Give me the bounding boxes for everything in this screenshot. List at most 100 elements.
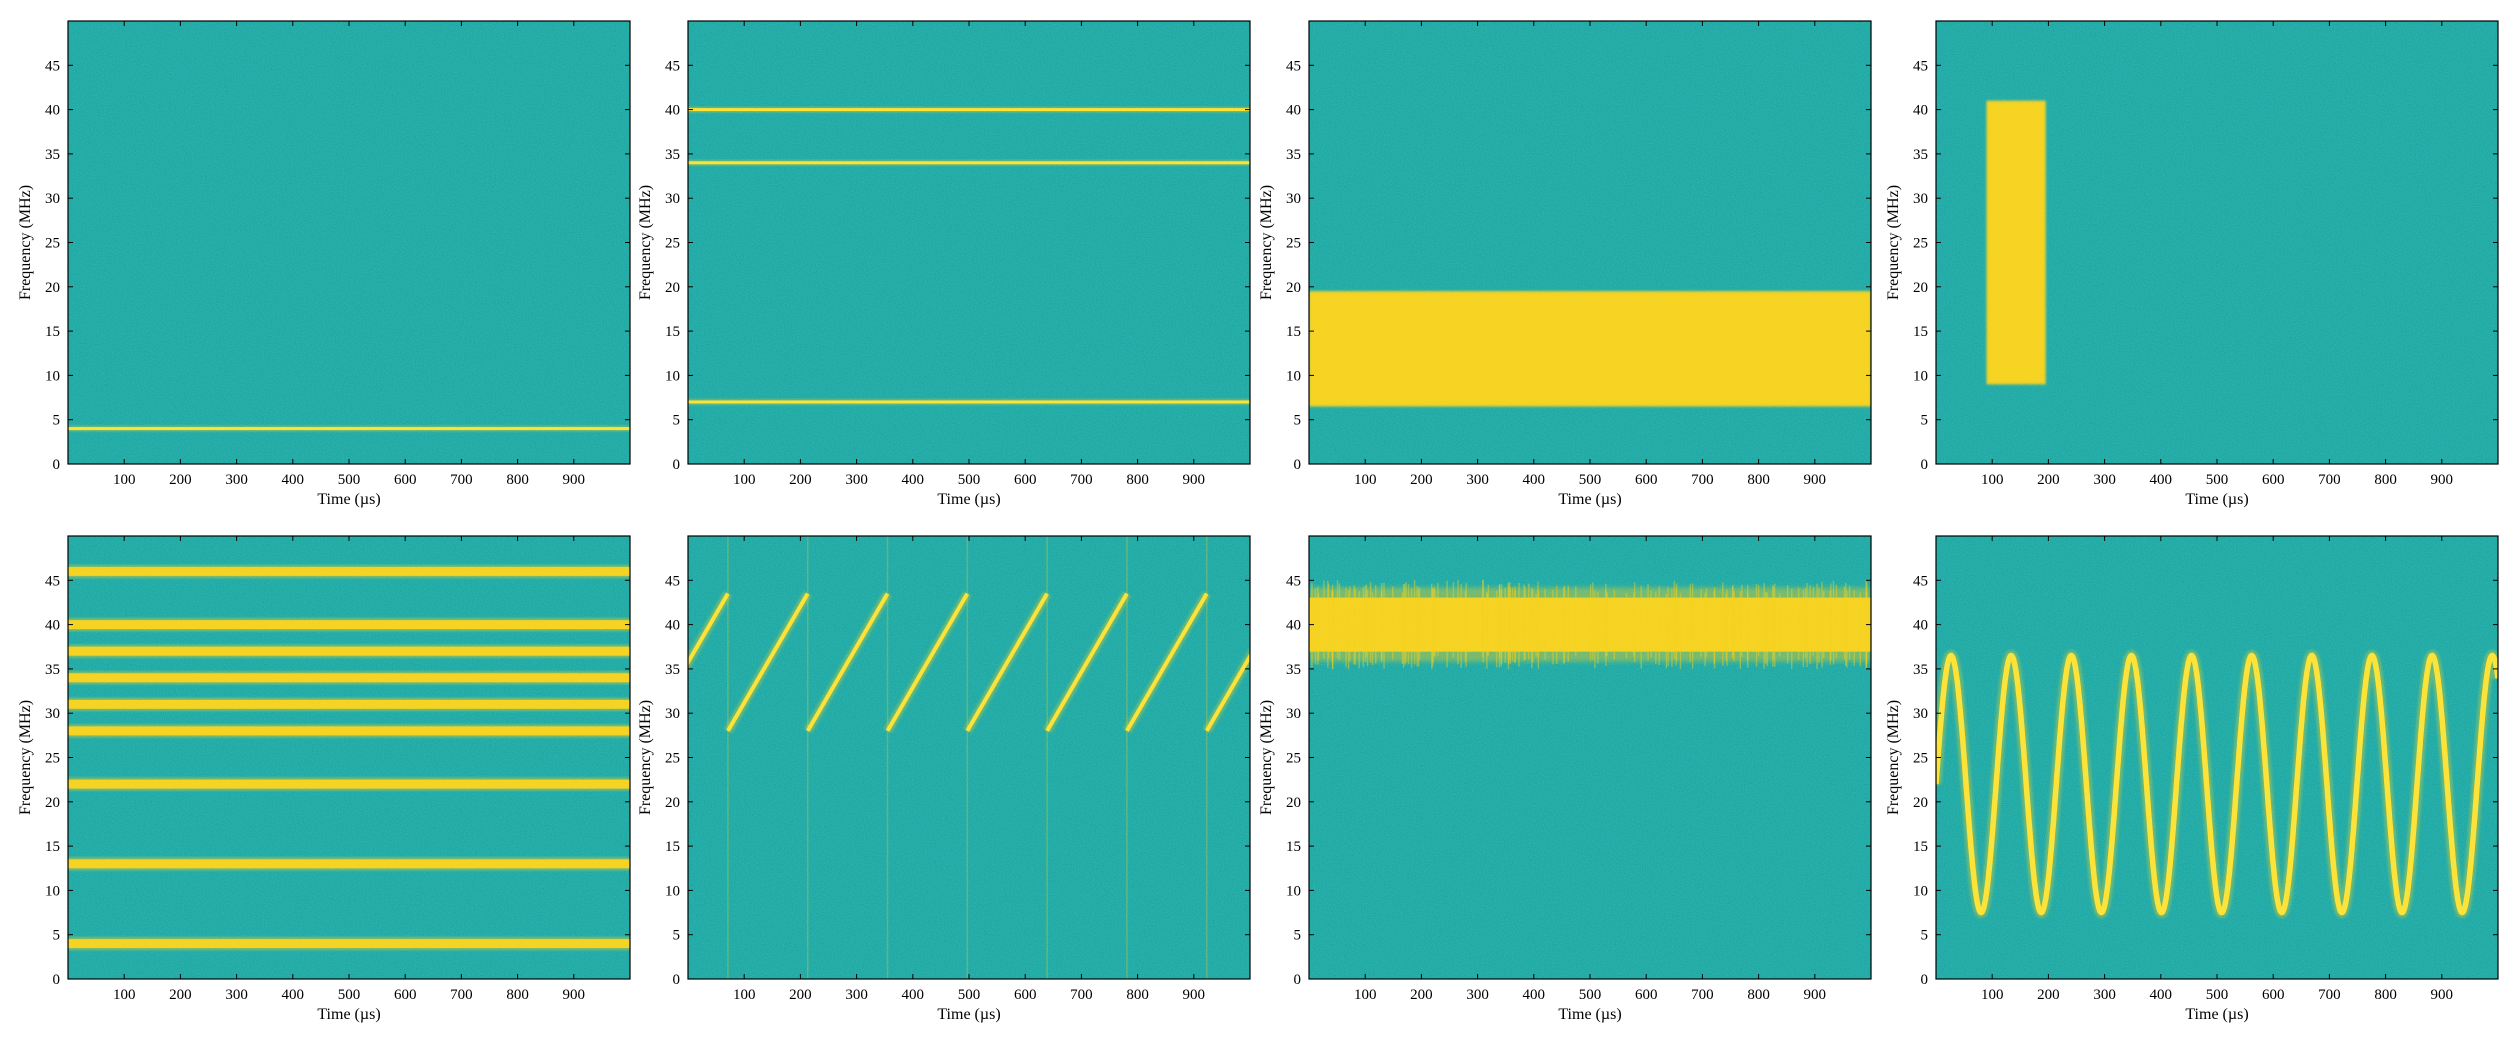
x-tick-label: 600: [1014, 987, 1037, 1003]
y-tick-label: 25: [1286, 236, 1301, 252]
y-tick-label: 40: [45, 618, 60, 634]
x-tick-label: 900: [2431, 987, 2454, 1003]
y-tick-label: 30: [1913, 706, 1928, 722]
x-tick-label: 100: [1354, 987, 1377, 1003]
x-tick-label: 400: [1523, 987, 1546, 1003]
x-tick-label: 400: [902, 472, 925, 488]
y-tick-label: 20: [45, 280, 60, 296]
spectrogram-panel-row1-col3: 100 200 300 400 500 600 700 800 900 0 5 10 15 20 25 30 3…: [1258, 20, 1872, 508]
y-tick-label: 25: [45, 751, 60, 767]
x-tick-label: 700: [1691, 987, 1714, 1003]
y-tick-label: 35: [1286, 147, 1301, 163]
y-tick-label: 40: [1913, 618, 1928, 634]
x-tick-label: 400: [282, 472, 305, 488]
signal-sawtooth-chirp-0-segment: [1204, 652, 1250, 732]
y-tick-label: 25: [1286, 751, 1301, 767]
x-axis-label: Time (µs): [317, 1006, 380, 1023]
plot-area: [68, 21, 630, 464]
y-tick-label: 15: [1286, 324, 1301, 340]
x-tick-label: 300: [845, 987, 868, 1003]
plot-area: [1309, 21, 1871, 464]
y-tick-label: 0: [53, 457, 61, 473]
signal-tone-8-texture: [68, 939, 630, 948]
y-tick-label: 20: [1286, 795, 1301, 811]
x-tick-label: 500: [1579, 472, 1602, 488]
x-axis-label: Time (µs): [2185, 491, 2248, 508]
signal-tone-2: [688, 400, 1250, 404]
y-tick-label: 10: [1286, 883, 1301, 899]
y-tick-label: 20: [665, 280, 680, 296]
y-tick-label: 5: [673, 413, 681, 429]
x-tick-label: 900: [563, 472, 586, 488]
y-tick-label: 15: [1286, 839, 1301, 855]
x-tick-label: 500: [2206, 987, 2229, 1003]
x-tick-label: 900: [1183, 987, 1206, 1003]
signal-sawtooth-chirp-0-segment: [805, 592, 890, 732]
x-tick-label: 500: [1579, 987, 1602, 1003]
x-tick-label: 100: [113, 987, 136, 1003]
y-tick-label: 40: [1913, 103, 1928, 119]
spectrogram-panel-row2-col4: 100 200 300 400 500 600 700 800 900 0 5 10 15 20 25 30 3…: [1885, 535, 2499, 1023]
y-tick-label: 0: [53, 972, 61, 988]
y-tick-label: 20: [1286, 280, 1301, 296]
x-tick-label: 400: [282, 987, 305, 1003]
y-tick-label: 45: [665, 58, 680, 74]
spectrogram-panel-row1-col2: 100 200 300 400 500 600 700 800 900 0 5 10 15 20 25 30 3…: [637, 20, 1251, 508]
plot-area: [688, 536, 1250, 979]
signal-sawtooth-chirp-0-segment: [1045, 592, 1129, 732]
y-tick-label: 30: [1286, 706, 1301, 722]
spectrogram-panel-row2-col1: 100 200 300 400 500 600 700 800 900 0 5 10 15 20 25 30 3…: [17, 535, 631, 1023]
y-tick-label: 10: [45, 368, 60, 384]
y-tick-label: 45: [45, 573, 60, 589]
signal-tone-0-texture: [68, 567, 630, 576]
x-tick-label: 800: [2374, 472, 2397, 488]
y-tick-label: 10: [45, 883, 60, 899]
y-tick-label: 35: [665, 147, 680, 163]
x-tick-label: 400: [2150, 987, 2173, 1003]
x-tick-label: 600: [394, 472, 417, 488]
y-tick-label: 5: [673, 928, 681, 944]
y-tick-label: 35: [45, 662, 60, 678]
y-tick-label: 10: [665, 368, 680, 384]
y-axis-label: Frequency (MHz): [1885, 185, 1902, 300]
x-tick-label: 100: [1354, 472, 1377, 488]
y-tick-label: 10: [1286, 368, 1301, 384]
x-tick-label: 600: [1635, 472, 1658, 488]
x-tick-label: 300: [1466, 472, 1489, 488]
x-axis-label: Time (µs): [937, 491, 1000, 508]
x-tick-label: 500: [958, 472, 981, 488]
y-tick-label: 30: [665, 706, 680, 722]
noise-texture: [688, 536, 1250, 979]
x-tick-label: 200: [169, 987, 192, 1003]
x-tick-label: 100: [733, 472, 756, 488]
y-tick-label: 25: [45, 236, 60, 252]
x-tick-label: 400: [2150, 472, 2173, 488]
x-tick-label: 700: [2318, 987, 2341, 1003]
y-tick-label: 15: [45, 839, 60, 855]
x-tick-label: 200: [789, 987, 812, 1003]
signal-sawtooth-chirp-0-segment: [965, 592, 1049, 732]
x-tick-label: 700: [1070, 472, 1093, 488]
y-tick-label: 35: [1286, 662, 1301, 678]
y-tick-label: 20: [665, 795, 680, 811]
signal-tone-4-texture: [68, 699, 630, 709]
y-tick-label: 15: [665, 324, 680, 340]
y-tick-label: 0: [673, 972, 681, 988]
spectrogram-panel-row1-col1: 100 200 300 400 500 600 700 800 900 0 5 10 15 20 25 30 3…: [17, 20, 631, 508]
y-tick-label: 0: [1921, 457, 1929, 473]
x-tick-label: 200: [1410, 472, 1433, 488]
plot-area: [68, 536, 630, 979]
signal-tone-6-texture: [68, 779, 630, 789]
y-tick-label: 15: [1913, 839, 1928, 855]
y-axis-label: Frequency (MHz): [17, 700, 34, 815]
y-tick-label: 30: [665, 191, 680, 207]
spectrogram-panel-row2-col3: 100 200 300 400 500 600 700 800 900 0 5 10 15 20 25 30 3…: [1258, 535, 1872, 1023]
y-axis-label: Frequency (MHz): [17, 185, 34, 300]
x-tick-label: 900: [2431, 472, 2454, 488]
signal-tone-3-texture: [68, 673, 630, 683]
signal-tone-1-texture: [68, 620, 630, 630]
x-tick-label: 900: [1804, 987, 1827, 1003]
y-tick-label: 10: [665, 883, 680, 899]
x-tick-label: 900: [1804, 472, 1827, 488]
